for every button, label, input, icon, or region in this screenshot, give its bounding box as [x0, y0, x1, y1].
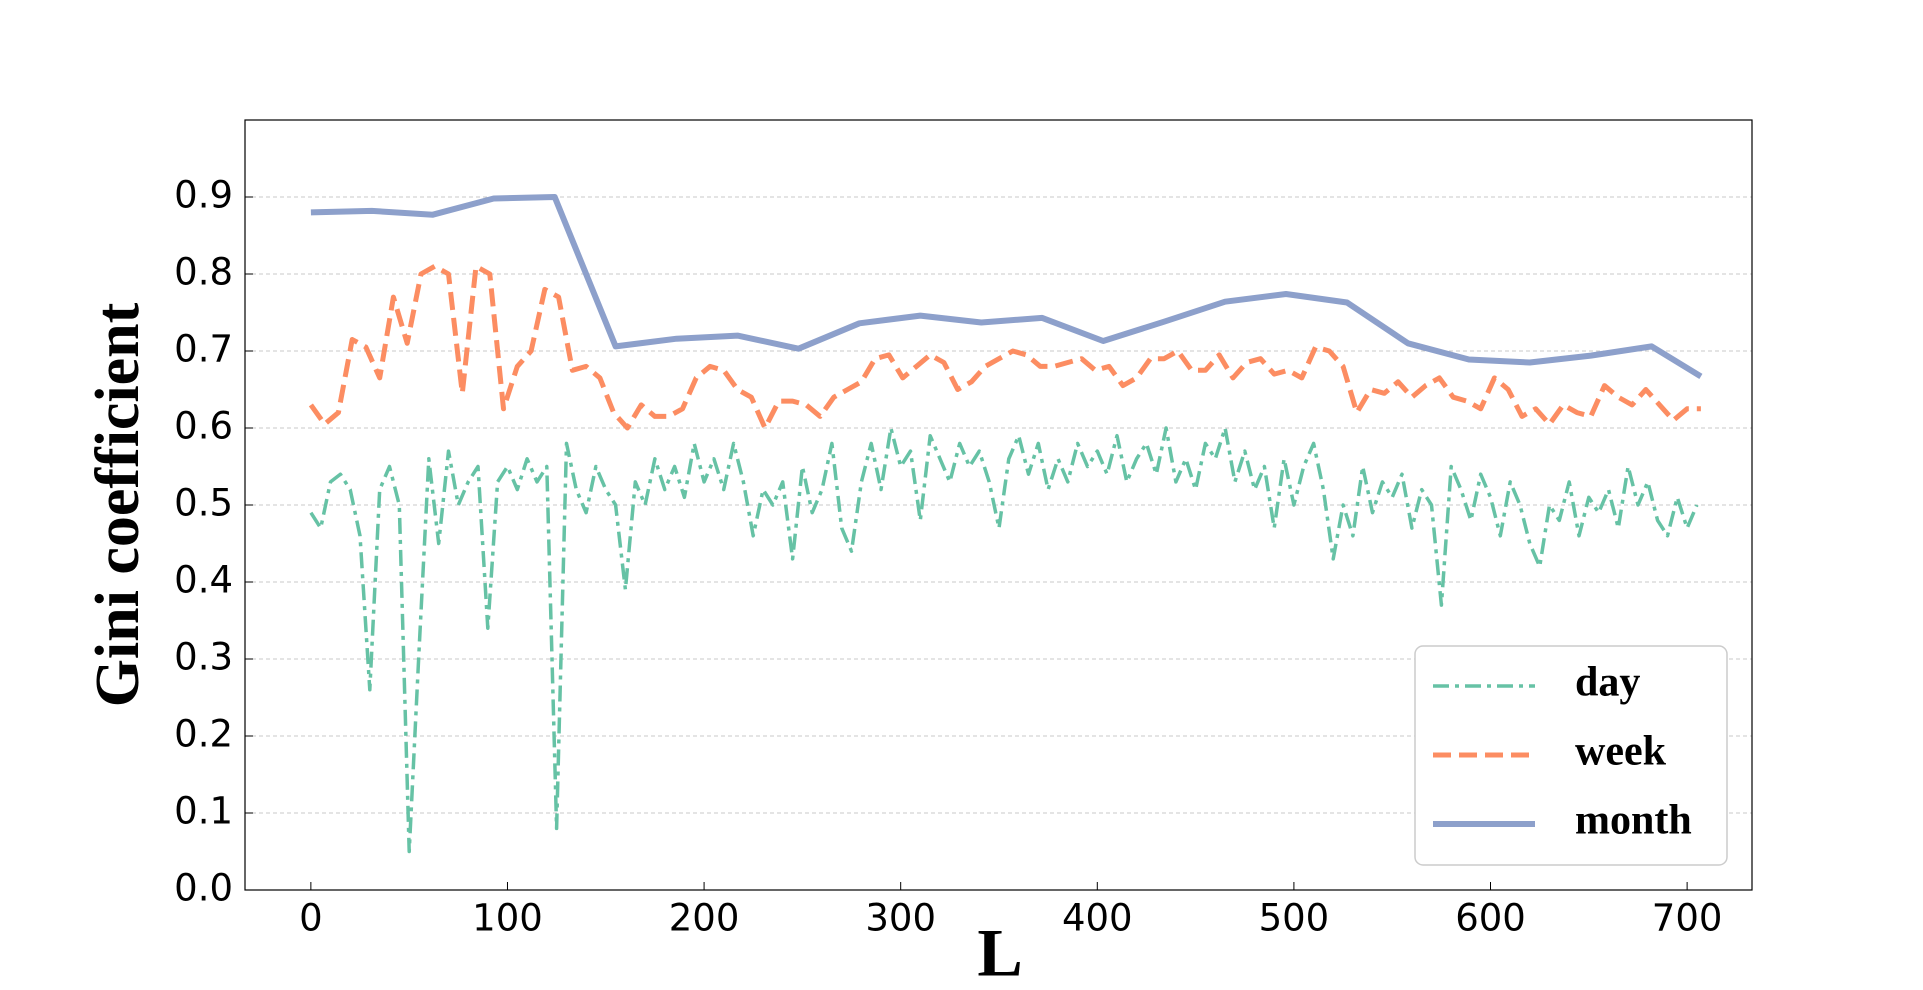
y-tick-label: 0.0: [174, 867, 233, 910]
x-tick-label: 400: [1062, 897, 1133, 940]
series-line: [310, 194, 1703, 379]
legend-label: week: [1575, 729, 1667, 775]
y-tick-label: 0.1: [174, 790, 233, 833]
y-tick-label: 0.3: [174, 636, 233, 679]
x-tick-label: 700: [1652, 897, 1723, 940]
y-tick-label: 0.8: [174, 251, 233, 294]
x-tick-label: 100: [472, 897, 543, 940]
y-tick-label: 0.6: [174, 405, 233, 448]
x-tick-label: 500: [1259, 897, 1330, 940]
legend-box: [1414, 645, 1728, 866]
x-tick-label: 300: [865, 897, 936, 940]
y-axis-label: Gini coefficient: [84, 302, 152, 707]
series-line: [309, 426, 1699, 854]
legend-label: day: [1575, 660, 1640, 706]
plot-frame: [244, 119, 1753, 891]
x-tick-label: 0: [299, 897, 323, 940]
y-tick-label: 0.2: [174, 713, 233, 756]
y-tick-label: 0.9: [174, 174, 233, 217]
y-tick-label: 0.4: [174, 559, 233, 602]
y-tick-label: 0.7: [174, 328, 233, 371]
x-tick-label: 600: [1455, 897, 1526, 940]
x-axis-label: L: [977, 915, 1022, 990]
legend-label: month: [1575, 798, 1692, 844]
y-tick-label: 0.5: [174, 482, 233, 525]
x-tick-label: 200: [669, 897, 740, 940]
series-line: [308, 263, 1701, 431]
